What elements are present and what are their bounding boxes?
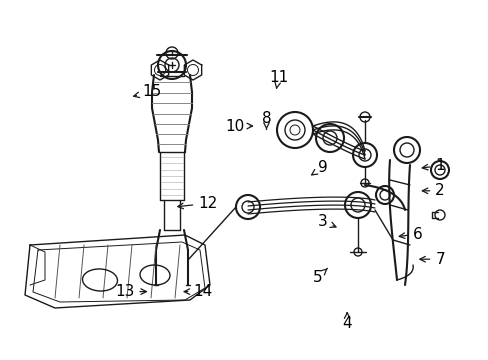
- Text: 15: 15: [133, 84, 161, 99]
- Text: 9: 9: [311, 160, 327, 175]
- Text: 12: 12: [177, 196, 217, 211]
- Text: 13: 13: [115, 284, 146, 299]
- Text: 4: 4: [342, 313, 351, 332]
- Text: 5: 5: [312, 268, 327, 285]
- Text: 7: 7: [419, 252, 444, 267]
- Text: 1: 1: [421, 158, 444, 173]
- Text: 8: 8: [261, 111, 271, 129]
- Text: 10: 10: [224, 118, 252, 134]
- Text: 11: 11: [268, 70, 288, 88]
- Text: 14: 14: [184, 284, 212, 299]
- Text: 3: 3: [317, 214, 335, 229]
- Text: 6: 6: [398, 226, 422, 242]
- Text: 2: 2: [422, 183, 444, 198]
